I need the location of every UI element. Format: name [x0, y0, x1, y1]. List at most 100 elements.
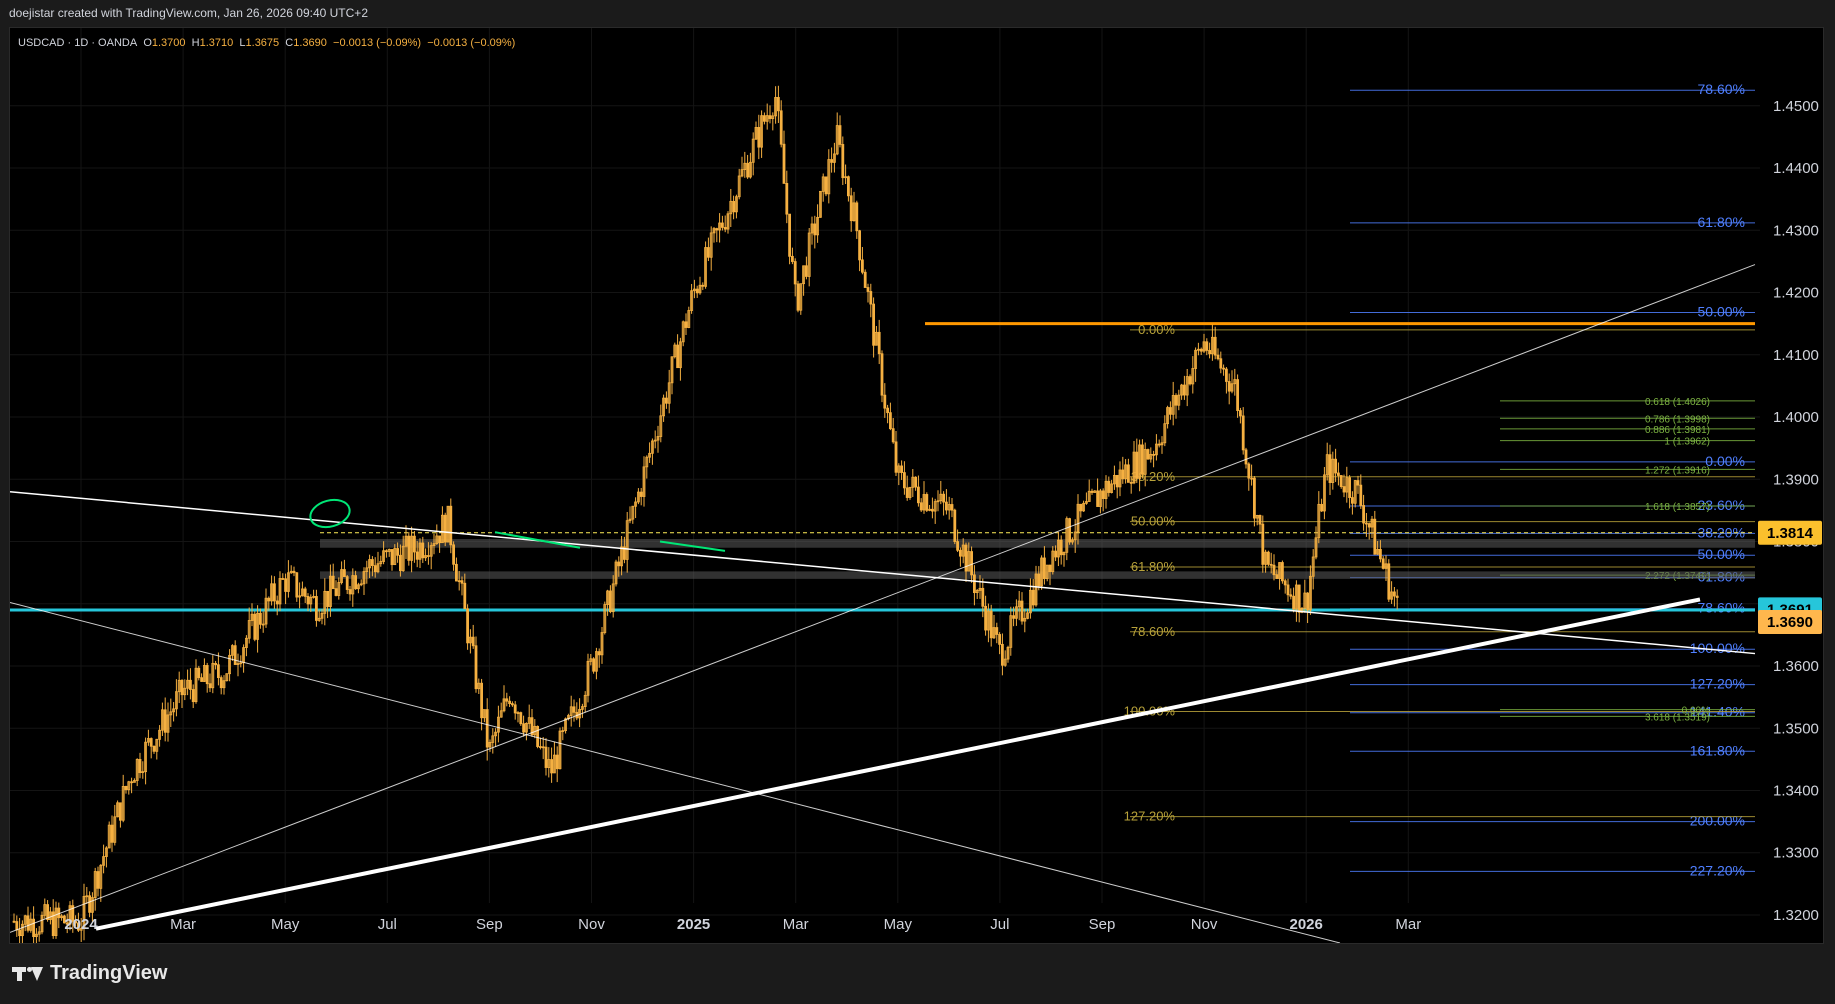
candle-body: [186, 679, 190, 689]
candle-body: [1309, 575, 1312, 611]
candle-body: [835, 125, 839, 155]
candle-body: [1233, 379, 1237, 385]
candle-body: [107, 824, 111, 849]
candle-body: [443, 514, 447, 543]
candle-body: [1160, 442, 1164, 446]
chart-area[interactable]: 78.60% 61.80% 50.00% 0.00% 23.60% 38.20% 50.00…: [9, 27, 1824, 944]
blue-fib-label: 78.60%: [1698, 81, 1745, 97]
candle-body: [889, 412, 892, 430]
candle-body: [1076, 503, 1080, 533]
legend-high: 1.3710: [199, 37, 234, 49]
candle-body: [85, 895, 89, 898]
candle-body: [1283, 580, 1287, 586]
candle-body: [1166, 407, 1169, 425]
candle-body: [922, 494, 926, 511]
candle-body: [1247, 463, 1251, 479]
candle-body: [1311, 556, 1315, 577]
candle-body: [547, 759, 551, 768]
candle-body: [138, 759, 142, 774]
gold-fib-label: 50.00%: [1131, 514, 1176, 529]
time-tick-label: Sep: [1089, 916, 1116, 933]
candle-body: [939, 493, 943, 502]
candle-body: [1003, 658, 1007, 666]
legend-change-2: −0.0013 (−0.09%): [427, 37, 516, 49]
price-tick-label: 1.4300: [1773, 222, 1819, 239]
candle-body: [600, 632, 604, 656]
candle-body: [1216, 354, 1220, 360]
candle-body: [1222, 367, 1225, 370]
candle-body: [1135, 451, 1139, 479]
candle-body: [1171, 395, 1175, 415]
candle-body: [1015, 606, 1018, 619]
candle-body: [177, 679, 181, 693]
candle-body: [595, 651, 598, 672]
candle-body: [1390, 591, 1393, 600]
candle-body: [505, 698, 509, 702]
candle-body: [558, 730, 562, 770]
blue-fib-label: 0.00%: [1705, 453, 1745, 469]
green-fib-label: 3.618 (1.3519): [1645, 712, 1710, 723]
candle-body: [911, 476, 915, 488]
candle-body: [292, 570, 296, 574]
price-tick-label: 1.4200: [1773, 285, 1819, 302]
candle-body: [796, 283, 800, 311]
price-tick-label: 1.3400: [1773, 783, 1819, 800]
candle-body: [1029, 589, 1032, 614]
candle-body: [452, 544, 456, 565]
candle-body: [950, 504, 954, 511]
candle-body: [230, 645, 234, 656]
candle-body: [592, 658, 595, 672]
candle-body: [967, 551, 971, 572]
candle-body: [1295, 584, 1298, 610]
candle-body: [74, 920, 77, 924]
time-tick-label: Nov: [578, 916, 605, 933]
candle-body: [1225, 368, 1228, 382]
blue-fib-label: 100.00%: [1690, 640, 1745, 656]
candle-body: [763, 115, 766, 122]
candle-body: [628, 518, 632, 522]
candle-body: [597, 651, 601, 656]
candle-body: [1281, 562, 1284, 582]
candle-body: [656, 436, 660, 441]
candle-body: [541, 746, 545, 749]
candle-body: [309, 596, 313, 605]
rising-channel-line: [10, 264, 1756, 933]
candle-body: [751, 138, 755, 163]
candle-body: [373, 565, 377, 573]
candle-body: [466, 608, 470, 644]
candle-body: [1138, 444, 1141, 479]
candle-body: [1132, 451, 1136, 484]
candle-body: [432, 543, 436, 546]
price-tick-label: 1.4400: [1773, 160, 1819, 177]
candle-body: [1303, 592, 1307, 609]
candle-body: [659, 415, 663, 437]
time-axis: 2024 Mar May Jul Sep Nov 2025 Mar May Jul Sep Nov 20…: [64, 916, 1421, 933]
candle-body: [981, 587, 985, 607]
candle-body: [158, 729, 162, 740]
price-tick-label: 1.3900: [1773, 471, 1819, 488]
candle-body: [499, 710, 503, 718]
candle-body: [1269, 563, 1273, 566]
candle-body: [1275, 574, 1279, 579]
candle-body: [1379, 548, 1382, 560]
candle-body: [623, 546, 626, 560]
candle-body: [102, 856, 105, 866]
candle-body: [370, 559, 374, 567]
candle-body: [471, 636, 475, 647]
candle-body: [51, 911, 55, 937]
candle-body: [191, 689, 195, 703]
candle-body: [1065, 518, 1069, 553]
tradingview-logo[interactable]: TradingView: [12, 962, 167, 985]
price-chart[interactable]: 78.60%61.80%50.00%0.00%23.60%38.20%50.00…: [10, 28, 1823, 943]
candle-body: [645, 456, 649, 468]
candle-body: [1373, 518, 1377, 555]
blue-fib-label: 200.00%: [1690, 813, 1745, 829]
candle-body: [342, 569, 346, 578]
candle-body: [875, 331, 878, 346]
price-tick-label: 1.4100: [1773, 347, 1819, 364]
candle-body: [146, 738, 150, 743]
candle-body: [519, 712, 523, 725]
candle-body: [749, 161, 752, 178]
candle-body: [553, 754, 556, 774]
candle-body: [992, 627, 996, 639]
